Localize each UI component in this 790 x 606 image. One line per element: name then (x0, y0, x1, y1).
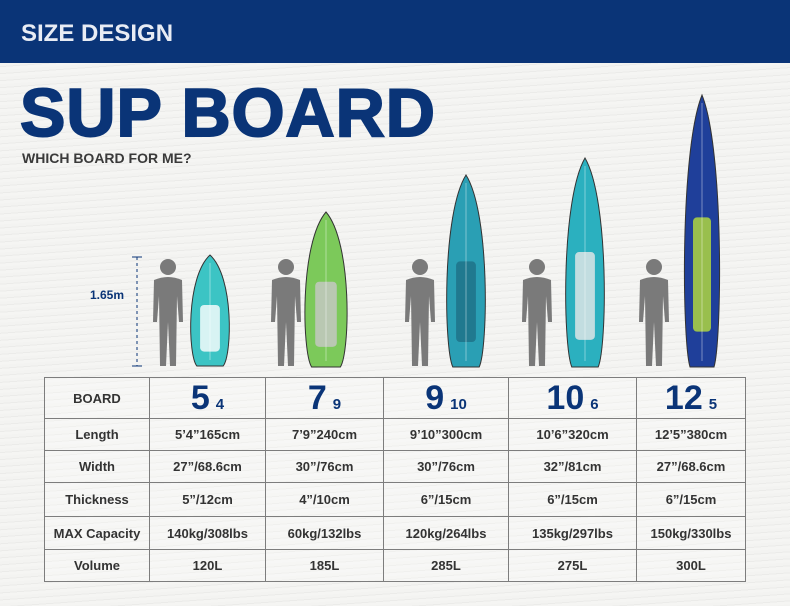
row-label: Volume (44, 549, 150, 582)
cell-length: 10’6”320cm (508, 418, 637, 451)
cell-capacity: 120kg/264lbs (383, 516, 509, 550)
cell-thickness: 6”/15cm (383, 482, 509, 517)
row-label: Width (44, 450, 150, 483)
cell-volume: 285L (383, 549, 509, 582)
banner: SIZE DESIGN (0, 0, 790, 63)
table-row: Width 27”/68.6cm 30”/76cm 30”/76cm 32”/81cm 2… (44, 450, 746, 483)
cell-width: 27”/68.6cm (636, 450, 746, 483)
cell-capacity: 150kg/330lbs (636, 516, 746, 550)
table-row: Length 5’4”165cm 7’9”240cm 9’10”300cm 10’6”3… (44, 418, 746, 451)
cell-thickness: 6”/15cm (508, 482, 637, 517)
row-label: MAX Capacity (44, 516, 150, 550)
table-row: MAX Capacity 140kg/308lbs 60kg/132lbs 120kg… (44, 516, 746, 550)
person-silhouette-icon (153, 259, 183, 366)
cell-capacity: 135kg/297lbs (508, 516, 637, 550)
board-inches: 10 (450, 395, 467, 413)
banner-title: SIZE DESIGN (21, 20, 174, 47)
cell-capacity: 60kg/132lbs (265, 516, 384, 550)
cell-width: 30”/76cm (383, 450, 509, 483)
cell-volume: 185L (265, 549, 384, 582)
person-silhouette-icon (639, 259, 669, 366)
board-feet: 5 (190, 378, 210, 417)
cell-width: 27”/68.6cm (149, 450, 266, 483)
board-feet: 9 (425, 378, 445, 417)
table-row: Thickness 5”/12cm 4”/10cm 6”/15cm 6”/15cm 6”/… (44, 482, 746, 517)
board-comparison-illustration (132, 93, 721, 368)
person-silhouette-icon (522, 259, 552, 366)
board-inches: 5 (708, 395, 718, 413)
cell-thickness: 4”/10cm (265, 482, 384, 517)
person-silhouette-icon (271, 259, 301, 366)
board-inches: 9 (332, 395, 342, 413)
sup-board-9-10 (446, 174, 486, 368)
cell-width: 30”/76cm (265, 450, 384, 483)
cell-volume: 275L (508, 549, 637, 582)
cell-volume: 300L (636, 549, 746, 582)
cell-thickness: 6”/15cm (636, 482, 746, 517)
board-size-header: 9 10 (383, 377, 509, 419)
table-row: BOARD 5 4 7 9 9 10 10 6 12 5 (44, 377, 746, 419)
row-label: Thickness (44, 482, 150, 517)
cell-capacity: 140kg/308lbs (149, 516, 266, 550)
cell-length: 9’10”300cm (383, 418, 509, 451)
row-label: Length (44, 418, 150, 451)
cell-thickness: 5”/12cm (149, 482, 266, 517)
size-table: BOARD 5 4 7 9 9 10 10 6 12 5 Length 5’4”165cm 7’9”240… (44, 377, 746, 582)
sup-board-12-5 (683, 93, 721, 368)
cell-length: 5’4”165cm (149, 418, 266, 451)
sup-board-5-4 (190, 254, 230, 367)
sup-board-10-6 (565, 156, 605, 368)
table-row: Volume 120L 185L 285L 275L 300L (44, 549, 746, 582)
board-feet: 10 (546, 378, 585, 417)
page-subtitle: WHICH BOARD FOR ME? (22, 150, 192, 166)
cell-volume: 120L (149, 549, 266, 582)
person-silhouette-icon (405, 259, 435, 366)
row-label: BOARD (44, 377, 150, 419)
cell-length: 7’9”240cm (265, 418, 384, 451)
board-inches: 4 (215, 395, 225, 413)
sup-board-7-9 (304, 211, 348, 368)
board-size-header: 10 6 (508, 377, 637, 419)
board-inches: 6 (590, 395, 599, 413)
person-height-label: 1.65m (90, 288, 125, 302)
board-feet: 7 (307, 378, 327, 417)
cell-width: 32”/81cm (508, 450, 637, 483)
board-feet: 12 (664, 378, 703, 417)
cell-length: 12’5”380cm (636, 418, 746, 451)
board-size-header: 12 5 (636, 377, 746, 419)
page-title: SUP BOARD (19, 75, 436, 151)
